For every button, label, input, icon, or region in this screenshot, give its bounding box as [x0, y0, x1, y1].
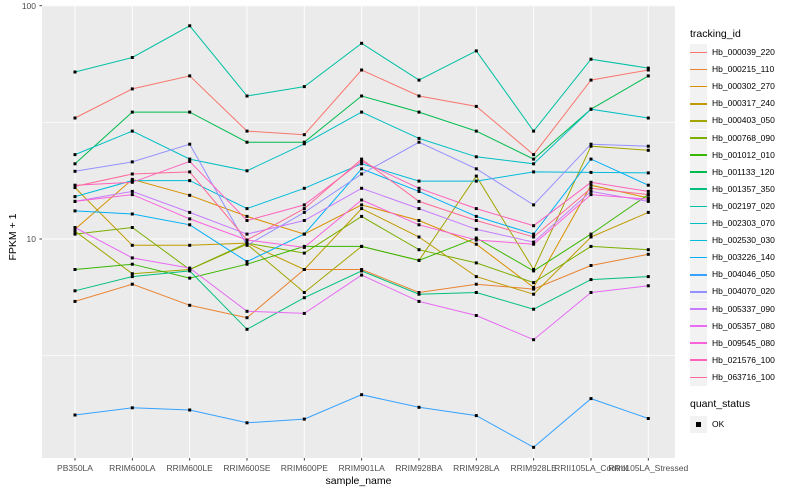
legend-item-label: Hb_004046_050: [712, 269, 775, 280]
legend-key-line-icon: [690, 256, 707, 259]
legend-item-label: Hb_000403_050: [712, 115, 775, 126]
axis-ticks: [39, 5, 649, 461]
legend-item-label: Hb_005357_080: [712, 320, 775, 331]
legend-key: [690, 300, 707, 318]
legend-item-label: Hb_001133_120: [712, 166, 775, 177]
legend-key: [690, 61, 707, 79]
legend-item-label: OK: [712, 419, 725, 429]
x-tick-label: PB350LA: [57, 463, 93, 473]
legend-key: [690, 249, 707, 267]
x-tick-label: RRIM600PE: [280, 463, 328, 473]
y-axis-title: FPKM + 1: [7, 213, 19, 261]
x-tick-label: RRII105LA_Stressed: [608, 463, 689, 473]
legend-item-label: Hb_000317_240: [712, 98, 775, 109]
legend-key-line-icon: [690, 376, 707, 379]
legend-key-line-icon: [690, 291, 707, 293]
legend-key-line-icon: [690, 325, 707, 327]
plot-panel: [42, 5, 675, 458]
legend-item-label: Hb_005337_090: [712, 303, 775, 314]
legend-key: [690, 180, 707, 198]
legend-key-line-icon: [690, 205, 707, 208]
legend-key-line-icon: [690, 137, 707, 139]
x-tick-label: RRIM600LE: [166, 463, 213, 473]
legend-key: [690, 44, 707, 61]
x-tick-label: RRIM928LE: [510, 463, 557, 473]
legend-key-line-icon: [690, 154, 707, 156]
legend-key: [690, 334, 707, 352]
legend-key-line-icon: [690, 308, 707, 310]
gridlines: [42, 5, 675, 458]
legend-key-line-icon: [690, 359, 707, 362]
legend-key-line-icon: [690, 171, 707, 173]
y-tick-label: 100: [21, 0, 36, 11]
data-points: [73, 24, 650, 449]
y-tick-label: 10: [26, 234, 36, 244]
legend: tracking_id Hb_000039_220 Hb_000215_110 Hb…: [688, 0, 800, 500]
x-tick-label: RRIM600SE: [223, 463, 271, 473]
x-axis-title: sample_name: [325, 475, 392, 487]
legend-key-line-icon: [690, 85, 707, 88]
legend-item-label: Hb_000039_220: [712, 47, 775, 57]
legend-item-label: Hb_063716_100: [712, 371, 775, 382]
legend-item-label: Hb_001012_010: [712, 149, 775, 160]
legend-item-label: Hb_009545_080: [712, 337, 775, 348]
x-tick-label: RRIM600LA: [109, 463, 156, 473]
legend-key: [690, 129, 707, 147]
x-tick-label: RRIM928LA: [453, 463, 500, 473]
legend-title-tracking-id: tracking_id: [690, 28, 741, 40]
legend-item-label: Hb_002303_070: [712, 218, 775, 228]
legend-item-label: Hb_000215_110: [712, 64, 775, 75]
point-marker-icon: [696, 422, 701, 427]
legend-key: [690, 266, 707, 284]
legend-item-label: Hb_000302_270: [712, 81, 775, 92]
x-tick-label: RRII105LA_Control: [554, 463, 628, 473]
legend-key-line-icon: [690, 51, 707, 54]
legend-key: [690, 368, 707, 386]
legend-key: [690, 95, 707, 113]
legend-key: [690, 163, 707, 181]
legend-item-label: Hb_002530_030: [712, 235, 775, 246]
legend-key-line-icon: [690, 102, 707, 105]
legend-key: [690, 112, 707, 130]
legend-key-line-icon: [690, 342, 707, 344]
legend-key: [690, 78, 707, 96]
legend-key: [690, 232, 707, 250]
legend-key: [690, 146, 707, 164]
x-tick-label: RRIM901LA: [338, 463, 385, 473]
legend-key-line-icon: [690, 273, 707, 276]
legend-item-label: Hb_002197_020: [712, 200, 775, 211]
legend-key: [690, 197, 707, 215]
legend-item-label: Hb_003226_140: [712, 252, 775, 263]
legend-key-line-icon: [690, 68, 707, 71]
legend-key-line-icon: [690, 222, 707, 225]
legend-item-label: Hb_000768_090: [712, 132, 775, 143]
legend-key: [690, 351, 707, 369]
legend-key: [690, 317, 707, 335]
legend-item-label: Hb_001357_350: [712, 183, 775, 194]
legend-item-label: Hb_021576_100: [712, 354, 775, 365]
legend-key-line-icon: [690, 120, 707, 122]
legend-key-line-icon: [690, 239, 707, 242]
legend-key-line-icon: [690, 188, 707, 191]
quant-ok-key: [690, 416, 707, 433]
x-tick-label: RRIM928BA: [395, 463, 443, 473]
legend-item-label: Hb_004070_020: [712, 286, 775, 297]
legend-title-quant-status: quant_status: [690, 398, 751, 410]
legend-key: [690, 215, 707, 232]
legend-key: [690, 283, 707, 301]
